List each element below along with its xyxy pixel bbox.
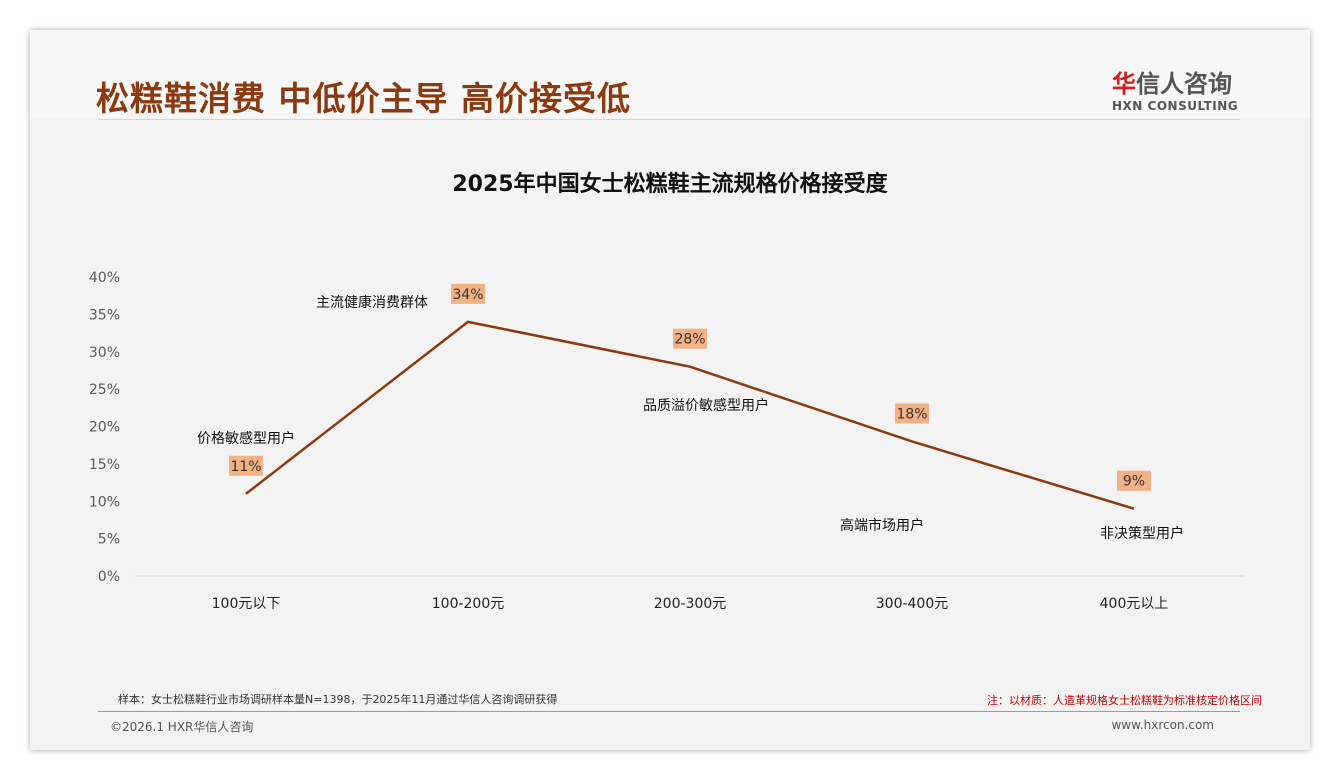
website: www.hxrcon.com bbox=[1111, 718, 1214, 732]
logo-cn: 信人咨询 bbox=[1136, 70, 1232, 98]
data-label: 11% bbox=[230, 459, 261, 475]
y-tick-label: 25% bbox=[89, 382, 120, 398]
footer-divider bbox=[98, 711, 1240, 712]
y-tick-label: 40% bbox=[89, 270, 120, 286]
data-label: 34% bbox=[452, 287, 483, 303]
slide: 松糕鞋消费 中低价主导 高价接受低 华信人咨询 HXN CONSULTING 2… bbox=[30, 30, 1310, 750]
x-tick-label: 100-200元 bbox=[432, 596, 505, 612]
segment-annotation: 品质溢价敏感型用户 bbox=[643, 397, 769, 414]
slide-title: 松糕鞋消费 中低价主导 高价接受低 bbox=[96, 79, 631, 118]
line-chart: 0% 5% 10% 15% 20% 25% 30% 35% 40% 100元以下 100-200元 2… bbox=[89, 270, 1245, 612]
segment-annotation: 主流健康消费群体 bbox=[316, 294, 428, 311]
header bbox=[30, 30, 1310, 118]
segment-annotation: 高端市场用户 bbox=[840, 517, 924, 534]
data-label-bg bbox=[229, 455, 263, 476]
y-tick-label: 35% bbox=[89, 307, 120, 323]
logo-en: HXN CONSULTING bbox=[1112, 99, 1239, 113]
y-tick-label: 10% bbox=[89, 494, 120, 510]
sample-note: 样本：女士松糕鞋行业市场调研样本量N=1398，于2025年11月通过华信人咨询… bbox=[118, 693, 558, 706]
header-divider bbox=[98, 119, 1240, 120]
y-tick-label: 30% bbox=[89, 345, 120, 361]
y-tick-label: 0% bbox=[98, 569, 120, 585]
data-label: 18% bbox=[896, 406, 927, 422]
logo-red-char: 华 bbox=[1112, 70, 1136, 98]
segment-annotation: 价格敏感型用户 bbox=[197, 430, 295, 447]
data-label-bg bbox=[1117, 470, 1151, 491]
data-label-bg bbox=[673, 328, 707, 349]
x-tick-label: 100元以下 bbox=[212, 596, 281, 612]
logo: 华信人咨询 HXN CONSULTING bbox=[1112, 64, 1238, 113]
copyright: ©2026.1 HXR华信人咨询 bbox=[110, 720, 254, 734]
series-line bbox=[245, 320, 1135, 510]
chart-title: 2025年中国女士松糕鞋主流规格价格接受度 bbox=[452, 172, 888, 197]
data-label-bg bbox=[451, 283, 485, 304]
segment-annotation: 非决策型用户 bbox=[1100, 525, 1184, 542]
data-label: 28% bbox=[674, 332, 705, 348]
y-tick-label: 20% bbox=[89, 420, 120, 436]
data-label-bg bbox=[895, 403, 929, 424]
x-tick-label: 300-400元 bbox=[876, 596, 949, 612]
material-note: 注：以材质：人造革规格女士松糕鞋为标准核定价格区间 bbox=[987, 694, 1262, 707]
data-label: 9% bbox=[1123, 474, 1145, 490]
x-tick-label: 200-300元 bbox=[654, 596, 727, 612]
y-tick-label: 5% bbox=[98, 532, 120, 548]
y-tick-label: 15% bbox=[89, 457, 120, 473]
x-tick-label: 400元以上 bbox=[1100, 596, 1169, 612]
